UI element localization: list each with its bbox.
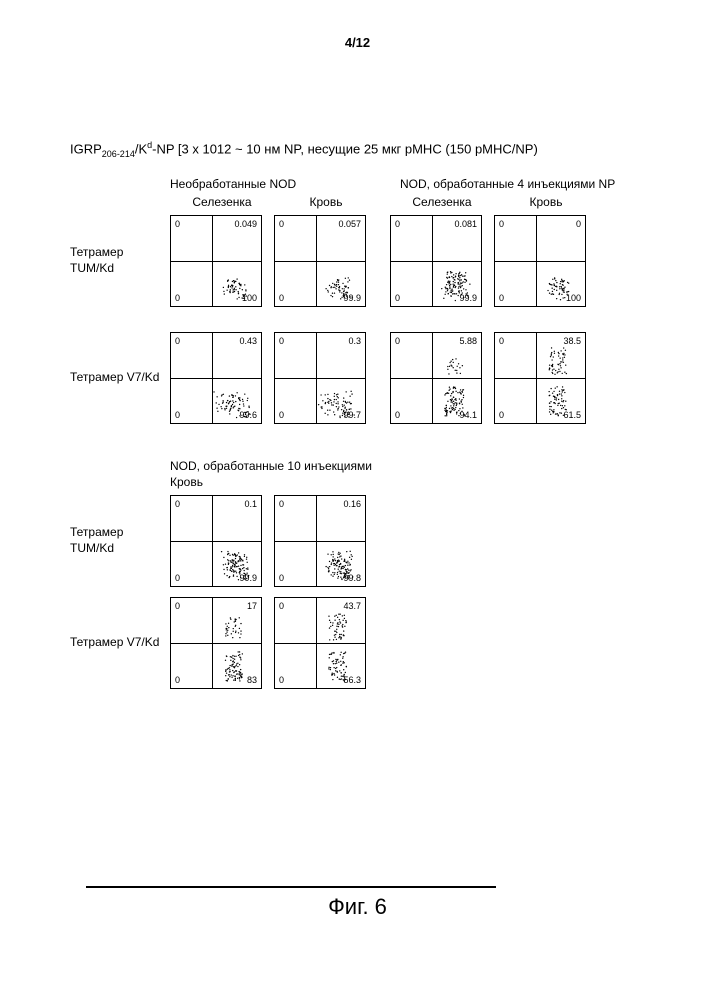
quad-br: 100 [566,293,581,303]
row-v7: Тетрамер V7/Kd 00.43099.600.3099.705.880… [70,332,660,424]
quad-tr: 0.3 [348,336,361,346]
plots-row4: 0 17 0 83 0 43.7 0 56.3 [170,597,378,689]
quad-bl: 0 [395,410,400,420]
col-header-blood-2: Кровь [494,195,598,209]
quad-bl: 0 [175,293,180,303]
quad-tl: 0 [279,336,284,346]
quad-tl: 0 [175,499,180,509]
quad-bl: 0 [499,293,504,303]
row-tum-2: Тетрамер TUM/Kd 0 0.1 0 99.9 0 0.16 0 99.8 [70,495,660,587]
quad-tr: 0.081 [454,219,477,229]
quad-tl: 0 [499,336,504,346]
title-mid: /K [135,141,147,156]
row-label-tum-2: Тетрамер TUM/Kd [70,525,170,556]
quad-bl: 0 [175,675,180,685]
figure-content: IGRP206-214/Kd-NP [3 x 1012 ~ 10 нм NP, … [70,140,660,699]
scatter-plot: 0 0.16 0 99.8 [274,495,366,587]
quad-tl: 0 [279,219,284,229]
scatter-plot: 0 17 0 83 [170,597,262,689]
section2-header: NOD, обработанные 10 инъекциями [170,459,660,473]
quad-tl: 0 [499,219,504,229]
quad-tl: 0 [395,336,400,346]
quad-br: 56.3 [343,675,361,685]
quad-tl: 0 [395,219,400,229]
col-header-spleen-1: Селезенка [170,195,274,209]
quad-bl: 0 [175,410,180,420]
quad-tr: 0.049 [234,219,257,229]
quad-br: 100 [242,293,257,303]
quad-tr: 0.1 [244,499,257,509]
page-number: 4/12 [345,35,370,50]
quad-br: 99.7 [343,410,361,420]
quad-br: 99.9 [459,293,477,303]
quad-bl: 0 [499,410,504,420]
col-header-spleen-2: Селезенка [390,195,494,209]
row-label-tum: Тетрамер TUM/Kd [70,245,170,276]
group-header-treated4: NOD, обработанные 4 инъекциями NP [400,177,615,191]
quad-tr: 43.7 [343,601,361,611]
row-v7-2: Тетрамер V7/Kd 0 17 0 83 0 43.7 0 56.3 [70,597,660,689]
quad-tr: 0.057 [338,219,361,229]
quad-br: 99.9 [343,293,361,303]
quad-bl: 0 [279,573,284,583]
scatter-plot: 0 43.7 0 56.3 [274,597,366,689]
scatter-plot: 0 0 0 100 [494,215,586,307]
section2-subheader: Кровь [170,475,660,489]
scatter-plot: 0 0.43 0 99.6 [170,332,262,424]
figure-label: Фиг. 6 [328,894,387,920]
quad-bl: 0 [279,293,284,303]
quad-br: 94.1 [459,410,477,420]
quad-tl: 0 [175,601,180,611]
title-subscript: 206-214 [102,149,135,159]
group-headers: Необработанные NOD NOD, обработанные 4 и… [170,177,660,191]
quad-br: 99.9 [239,573,257,583]
plots-row2: 0 0.43 0 99.6 0 0.3 0 99.7 0 5.88 0 94.1 0 38.5 0 61.5 [170,332,598,424]
quad-tr: 0.43 [239,336,257,346]
column-headers: Селезенка Кровь Селезенка Кровь [170,195,660,209]
quad-br: 61.5 [563,410,581,420]
quad-bl: 0 [395,293,400,303]
plots-row1: 0 0.049 0 100 0 0.057 0 99.9 0 0.081 0 99.9 0 0 0 100 [170,215,598,307]
quad-tr: 0 [576,219,581,229]
quad-bl: 0 [279,410,284,420]
plots-row3: 0 0.1 0 99.9 0 0.16 0 99.8 [170,495,378,587]
quad-tl: 0 [175,219,180,229]
quad-tl: 0 [279,499,284,509]
scatter-plot: 0 0.3 0 99.7 [274,332,366,424]
title-prefix: IGRP [70,141,102,156]
title-suffix: -NP [3 x 1012 ~ 10 нм NP, несущие 25 мкг… [152,141,538,156]
quad-bl: 0 [279,675,284,685]
scatter-plot: 0 0.1 0 99.9 [170,495,262,587]
scatter-plot: 0 0.057 0 99.9 [274,215,366,307]
quad-tl: 0 [175,336,180,346]
scatter-plot: 0 5.88 0 94.1 [390,332,482,424]
quad-tr: 38.5 [563,336,581,346]
divider [86,886,496,888]
scatter-plot: 0 0.049 0 100 [170,215,262,307]
quad-tr: 0.16 [343,499,361,509]
section2: NOD, обработанные 10 инъекциями Кровь Те… [70,459,660,689]
quad-br: 83 [247,675,257,685]
group-header-untreated: Необработанные NOD [170,177,370,191]
quad-tr: 5.88 [459,336,477,346]
quad-br: 99.6 [239,410,257,420]
row-tum: Тетрамер TUM/Kd 0 0.049 0 100 0 0.057 0 99.9 0 0.… [70,215,660,307]
scatter-plot: 0 0.081 0 99.9 [390,215,482,307]
quad-tr: 17 [247,601,257,611]
row-label-v7: Тетрамер V7/Kd [70,370,170,386]
quad-bl: 0 [175,573,180,583]
quad-tl: 0 [279,601,284,611]
figure-title: IGRP206-214/Kd-NP [3 x 1012 ~ 10 нм NP, … [70,140,660,159]
col-header-blood-1: Кровь [274,195,378,209]
quad-br: 99.8 [343,573,361,583]
row-label-v7-2: Тетрамер V7/Kd [70,635,170,651]
scatter-plot: 0 38.5 0 61.5 [494,332,586,424]
